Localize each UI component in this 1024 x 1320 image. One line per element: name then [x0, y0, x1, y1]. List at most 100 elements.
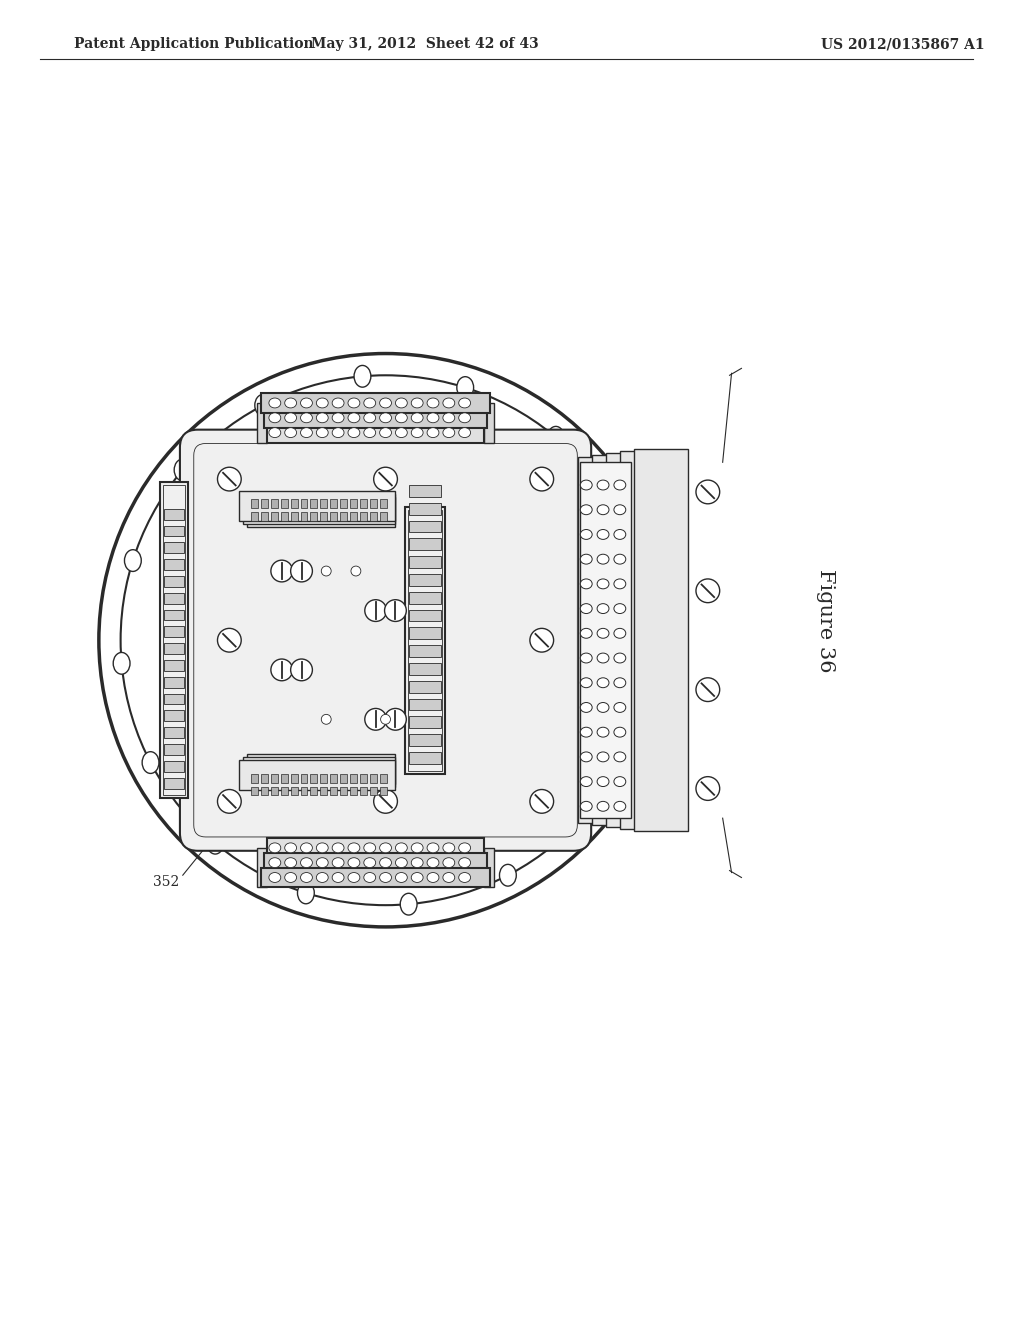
- Bar: [340, 774, 347, 783]
- Ellipse shape: [597, 752, 609, 762]
- Bar: [370, 787, 377, 796]
- Bar: [281, 499, 288, 508]
- Circle shape: [696, 677, 720, 701]
- Ellipse shape: [581, 702, 592, 713]
- Circle shape: [217, 467, 242, 491]
- Circle shape: [322, 714, 331, 725]
- Ellipse shape: [412, 413, 423, 422]
- Circle shape: [121, 375, 650, 906]
- Ellipse shape: [443, 399, 455, 408]
- Bar: [634, 449, 688, 832]
- Ellipse shape: [412, 858, 423, 867]
- Ellipse shape: [285, 428, 297, 437]
- Bar: [164, 643, 184, 655]
- Ellipse shape: [459, 858, 471, 867]
- Bar: [330, 499, 337, 508]
- Ellipse shape: [614, 677, 626, 688]
- Ellipse shape: [581, 628, 592, 639]
- Ellipse shape: [332, 873, 344, 883]
- Ellipse shape: [412, 428, 423, 437]
- Bar: [340, 499, 347, 508]
- Circle shape: [271, 659, 293, 681]
- Text: 352: 352: [154, 875, 179, 890]
- Ellipse shape: [332, 413, 344, 422]
- Bar: [620, 451, 674, 829]
- Ellipse shape: [348, 858, 359, 867]
- Ellipse shape: [298, 882, 314, 904]
- Circle shape: [385, 599, 407, 622]
- Bar: [406, 507, 444, 774]
- Ellipse shape: [316, 843, 329, 853]
- Ellipse shape: [364, 413, 376, 422]
- Circle shape: [696, 480, 720, 504]
- Ellipse shape: [125, 549, 141, 572]
- Ellipse shape: [597, 554, 609, 564]
- Bar: [251, 787, 258, 796]
- Bar: [484, 847, 495, 887]
- Bar: [243, 494, 395, 524]
- Bar: [261, 512, 268, 520]
- Ellipse shape: [364, 399, 376, 408]
- Text: Patent Application Publication: Patent Application Publication: [74, 37, 313, 51]
- Circle shape: [291, 659, 312, 681]
- Bar: [310, 499, 317, 508]
- Bar: [257, 403, 267, 442]
- Bar: [410, 503, 441, 515]
- Bar: [160, 482, 187, 799]
- Circle shape: [529, 467, 554, 491]
- Text: US 2012/0135867 A1: US 2012/0135867 A1: [820, 37, 984, 51]
- Bar: [606, 453, 660, 828]
- Ellipse shape: [443, 843, 455, 853]
- Bar: [164, 777, 184, 788]
- Ellipse shape: [285, 413, 297, 422]
- Bar: [251, 512, 258, 520]
- Bar: [300, 787, 307, 796]
- Ellipse shape: [614, 529, 626, 540]
- Ellipse shape: [597, 504, 609, 515]
- Ellipse shape: [348, 413, 359, 422]
- Bar: [410, 591, 441, 603]
- Bar: [247, 496, 395, 527]
- Ellipse shape: [348, 428, 359, 437]
- Bar: [359, 774, 367, 783]
- Bar: [251, 774, 258, 783]
- Ellipse shape: [597, 727, 609, 737]
- Bar: [340, 787, 347, 796]
- Ellipse shape: [300, 858, 312, 867]
- Bar: [330, 787, 337, 796]
- Ellipse shape: [395, 873, 408, 883]
- Ellipse shape: [427, 843, 439, 853]
- Ellipse shape: [581, 800, 597, 821]
- Bar: [261, 393, 490, 413]
- Ellipse shape: [459, 413, 471, 422]
- Bar: [410, 610, 441, 622]
- Ellipse shape: [614, 653, 626, 663]
- Ellipse shape: [427, 873, 439, 883]
- Bar: [484, 403, 495, 442]
- Ellipse shape: [597, 776, 609, 787]
- Bar: [370, 774, 377, 783]
- Bar: [164, 610, 184, 620]
- Bar: [264, 853, 487, 873]
- Ellipse shape: [614, 776, 626, 787]
- Ellipse shape: [300, 428, 312, 437]
- Bar: [267, 422, 484, 442]
- Ellipse shape: [614, 504, 626, 515]
- Ellipse shape: [395, 428, 408, 437]
- Bar: [410, 681, 441, 693]
- Ellipse shape: [395, 413, 408, 422]
- Circle shape: [271, 560, 293, 582]
- Ellipse shape: [300, 413, 312, 422]
- Bar: [310, 787, 317, 796]
- Ellipse shape: [597, 579, 609, 589]
- Bar: [350, 499, 357, 508]
- Bar: [281, 774, 288, 783]
- Ellipse shape: [443, 873, 455, 883]
- Circle shape: [365, 599, 386, 622]
- Ellipse shape: [142, 751, 159, 774]
- Ellipse shape: [380, 873, 391, 883]
- Ellipse shape: [581, 504, 592, 515]
- Ellipse shape: [285, 399, 297, 408]
- Bar: [164, 508, 184, 520]
- Ellipse shape: [614, 727, 626, 737]
